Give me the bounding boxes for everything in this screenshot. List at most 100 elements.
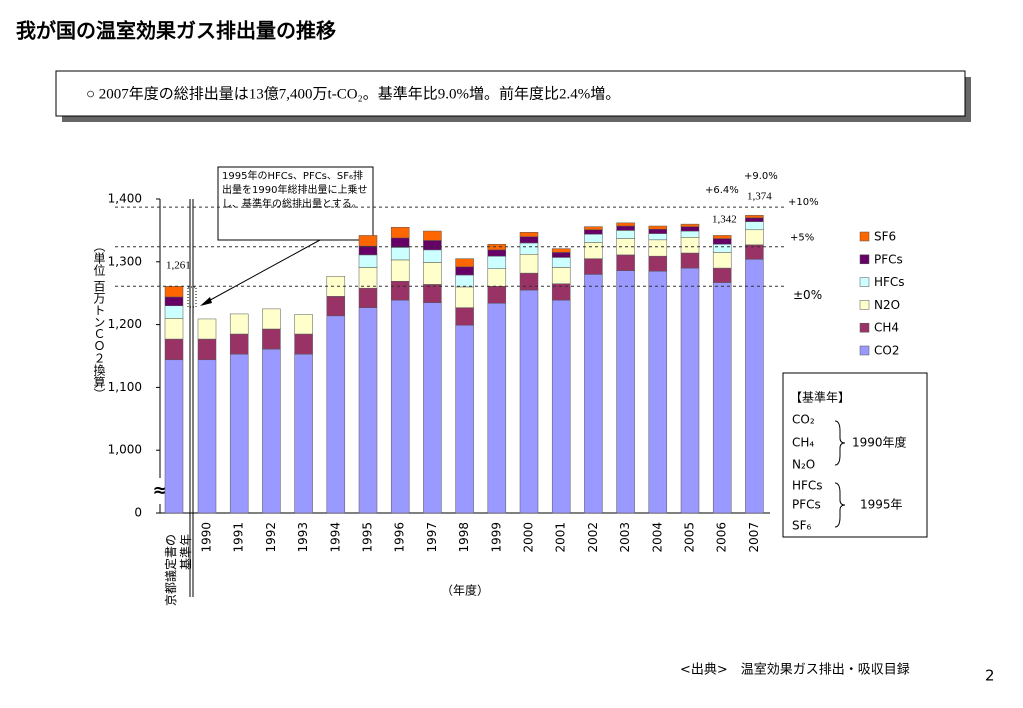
bar-segment bbox=[487, 302, 507, 514]
annotation: +6.4% bbox=[705, 185, 739, 196]
legend-swatch bbox=[859, 254, 870, 265]
bar-segment bbox=[358, 245, 378, 256]
reference-label: +5% bbox=[790, 233, 814, 244]
bar-segment bbox=[262, 348, 281, 514]
annotation: 1,374 bbox=[747, 191, 772, 203]
bar-segment bbox=[680, 230, 700, 238]
bar-segment bbox=[229, 353, 249, 514]
legend-swatch bbox=[859, 231, 870, 242]
y-tick-label: 1,400 bbox=[108, 192, 142, 206]
bar-segment bbox=[487, 255, 507, 269]
x-tick-label: 1995 bbox=[361, 522, 375, 553]
bar-segment bbox=[584, 233, 603, 243]
bar-segment bbox=[616, 254, 635, 271]
bar-segment bbox=[680, 252, 700, 269]
legend-swatch bbox=[859, 277, 870, 287]
bar-segment bbox=[712, 238, 732, 245]
bar-segment bbox=[745, 215, 764, 219]
bar-segment bbox=[455, 286, 474, 308]
bar-segment bbox=[519, 289, 539, 514]
bar-segment bbox=[745, 221, 764, 231]
bar-segment bbox=[680, 223, 700, 227]
annotation: +9.0% bbox=[744, 171, 778, 182]
bar-segment bbox=[487, 268, 507, 287]
bar-segment bbox=[326, 296, 346, 317]
bar-segment bbox=[487, 249, 507, 257]
bar-segment bbox=[358, 254, 378, 268]
bar-segment bbox=[294, 314, 313, 335]
bar-segment bbox=[294, 333, 313, 355]
legend-label: CH4 bbox=[874, 321, 899, 335]
bar-segment bbox=[616, 270, 635, 514]
bar-segment bbox=[712, 235, 732, 239]
bar-segment bbox=[294, 353, 313, 514]
bar-segment bbox=[164, 318, 184, 340]
bar-segment bbox=[648, 239, 668, 257]
bar-segment bbox=[326, 275, 346, 297]
bar-segment bbox=[584, 274, 603, 514]
x-tick-label: 1990 bbox=[200, 522, 214, 553]
bar-segment bbox=[745, 244, 764, 260]
legend-swatch bbox=[859, 322, 870, 333]
annotation: 1,261 bbox=[166, 260, 191, 272]
bar-segment bbox=[390, 281, 410, 301]
bar-segment bbox=[648, 225, 668, 230]
bar-segment bbox=[648, 233, 668, 241]
x-tick-label: 2003 bbox=[618, 522, 632, 553]
bar-segment bbox=[229, 313, 249, 335]
bar-segment bbox=[519, 236, 539, 244]
bar-segment bbox=[519, 242, 539, 255]
x-tick-label: 2004 bbox=[650, 522, 664, 553]
y-tick-label: 0 bbox=[134, 506, 142, 520]
bar-segment bbox=[551, 248, 571, 253]
x-tick-label: 1993 bbox=[296, 522, 310, 553]
legend-label: SF6 bbox=[874, 230, 896, 244]
bar-segment bbox=[423, 302, 442, 514]
bar-segment bbox=[358, 235, 378, 247]
bar-segment bbox=[487, 243, 507, 251]
bar-segment bbox=[390, 237, 410, 248]
bar-segment bbox=[745, 217, 764, 222]
brace bbox=[834, 482, 846, 528]
bar-segment bbox=[519, 254, 539, 274]
bar-segment bbox=[164, 286, 184, 298]
bar-segment bbox=[648, 270, 668, 514]
bar-segment bbox=[712, 282, 732, 514]
bar-segment bbox=[390, 227, 410, 239]
x-tick-label: 京都議定書の基準年 bbox=[164, 534, 193, 607]
y-tick-label: 1,100 bbox=[108, 380, 142, 394]
reference-label: ±0% bbox=[793, 288, 822, 302]
bar-segment bbox=[358, 307, 378, 514]
bar-segment bbox=[197, 318, 217, 340]
y-tick-label: 1,000 bbox=[108, 443, 142, 457]
x-tick-label: 2002 bbox=[586, 522, 600, 553]
callout-text: 1995年のHFCs、PFCs、SF₆排出量を1990年総排出量に上乗せし、基準… bbox=[222, 171, 368, 210]
bar-segment bbox=[487, 286, 507, 304]
bar-segment bbox=[648, 228, 668, 234]
legend-swatch bbox=[859, 345, 870, 356]
summary-box bbox=[55, 70, 966, 117]
bar-segment bbox=[712, 267, 732, 283]
bar-segment bbox=[358, 267, 378, 289]
bar-segment bbox=[455, 307, 474, 326]
y-axis-label: （単位 百万トンＣＯ２換算） bbox=[92, 240, 106, 400]
annotation: 1,342 bbox=[712, 214, 737, 226]
reference-label: +10% bbox=[788, 197, 819, 208]
x-tick-label: 2005 bbox=[683, 522, 697, 553]
base-year-gas: CO₂ bbox=[792, 413, 815, 427]
x-axis-label: （年度） bbox=[441, 583, 489, 598]
x-tick-label: 1994 bbox=[328, 522, 342, 553]
bar-segment bbox=[584, 242, 603, 259]
bar-segment bbox=[680, 226, 700, 232]
legend-label: CO2 bbox=[874, 344, 899, 358]
bar-segment bbox=[680, 237, 700, 254]
bar-segment bbox=[197, 338, 217, 361]
legend-label: PFCs bbox=[874, 252, 903, 266]
x-tick-label: 1996 bbox=[393, 522, 407, 553]
bar-segment bbox=[712, 243, 732, 253]
callout-target bbox=[187, 286, 197, 308]
x-tick-label: 2007 bbox=[747, 522, 761, 553]
legend-label: N2O bbox=[874, 298, 900, 312]
legend-label: HFCs bbox=[874, 275, 905, 289]
